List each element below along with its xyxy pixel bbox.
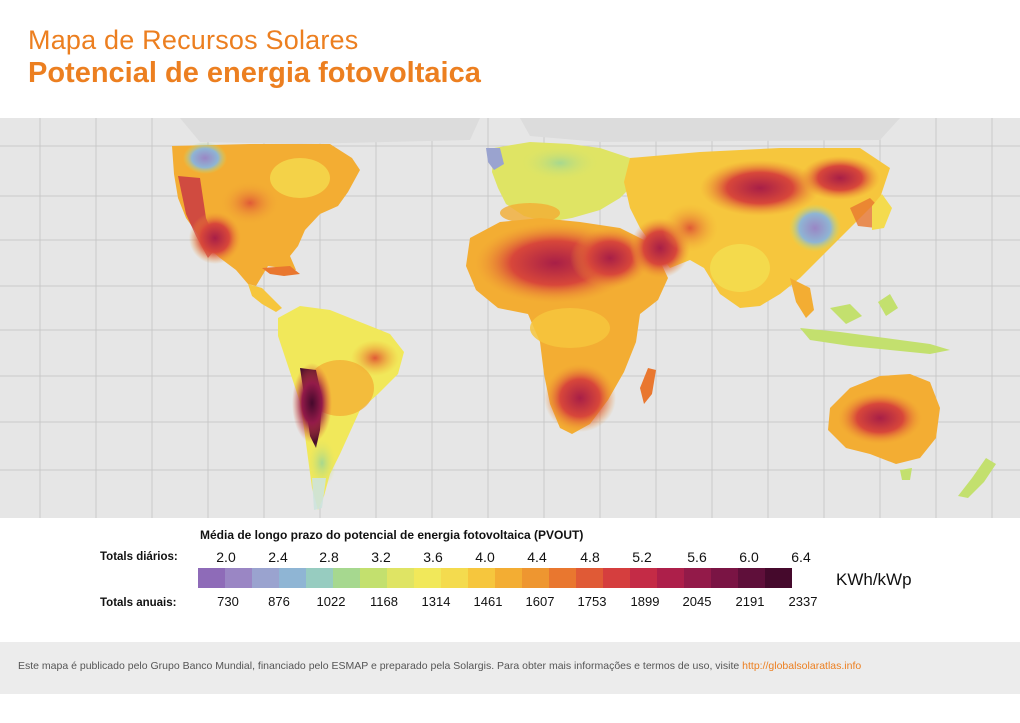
footer-note: Este mapa é publicado pelo Grupo Banco M… xyxy=(18,660,861,672)
annual-tick: 1022 xyxy=(316,594,346,609)
color-swatch-15 xyxy=(603,568,630,588)
australia xyxy=(828,374,940,480)
world-map[interactable] xyxy=(0,118,1020,518)
color-swatch-19 xyxy=(711,568,738,588)
color-swatch-7 xyxy=(387,568,414,588)
color-swatch-11 xyxy=(495,568,522,588)
annual-tick: 2045 xyxy=(682,594,712,609)
color-swatch-16 xyxy=(630,568,657,588)
annual-tick: 1314 xyxy=(421,594,451,609)
color-swatch-10 xyxy=(468,568,495,588)
annual-tick: 1753 xyxy=(577,594,607,609)
daily-tick: 2.4 xyxy=(268,549,288,565)
daily-tick: 2.0 xyxy=(216,549,236,565)
color-scale xyxy=(198,568,792,588)
daily-tick: 5.6 xyxy=(687,549,707,565)
title-block: Mapa de Recursos Solares Potencial de en… xyxy=(28,24,481,90)
unit-label: KWh/kWp xyxy=(836,570,912,589)
new-zealand xyxy=(958,458,996,498)
daily-tick: 2.8 xyxy=(319,549,339,565)
color-swatch-21 xyxy=(765,568,792,588)
south-america xyxy=(278,306,404,510)
annual-tick: 730 xyxy=(217,594,239,609)
daily-tick: 4.0 xyxy=(475,549,495,565)
annual-tick: 1899 xyxy=(630,594,660,609)
footer-text: Este mapa é publicado pelo Grupo Banco M… xyxy=(18,660,743,672)
annual-totals-label: Totals anuais: xyxy=(100,597,177,609)
arctic-area xyxy=(520,118,900,142)
map-title: Mapa de Recursos Solares xyxy=(28,25,359,55)
annual-tick: 1607 xyxy=(525,594,555,609)
japan xyxy=(872,194,892,230)
color-swatch-5 xyxy=(333,568,360,588)
greenland-area xyxy=(180,118,480,144)
color-swatch-17 xyxy=(657,568,684,588)
daily-tick: 6.4 xyxy=(791,549,811,565)
europe xyxy=(486,142,640,223)
color-swatch-4 xyxy=(306,568,333,588)
color-swatch-14 xyxy=(576,568,603,588)
color-swatch-20 xyxy=(738,568,765,588)
daily-tick: 4.8 xyxy=(580,549,600,565)
footer-link[interactable]: http://globalsolaratlas.info xyxy=(742,660,862,672)
daily-totals-label: Totals diários: xyxy=(100,551,178,563)
world-map-svg xyxy=(0,118,1020,518)
annual-tick: 2337 xyxy=(788,594,818,609)
color-swatch-12 xyxy=(522,568,549,588)
north-america xyxy=(172,142,360,312)
color-swatch-3 xyxy=(279,568,306,588)
daily-tick: 4.4 xyxy=(527,549,547,565)
color-swatch-13 xyxy=(549,568,576,588)
color-swatch-8 xyxy=(414,568,441,588)
footer: Este mapa é publicado pelo Grupo Banco M… xyxy=(0,642,1020,694)
color-swatch-0 xyxy=(198,568,225,588)
africa xyxy=(466,218,668,434)
legend-caption: Média de longo prazo do potencial de ene… xyxy=(200,528,584,542)
color-swatch-1 xyxy=(225,568,252,588)
annual-tick: 1461 xyxy=(473,594,503,609)
color-swatch-18 xyxy=(684,568,711,588)
color-swatch-2 xyxy=(252,568,279,588)
daily-tick: 3.6 xyxy=(423,549,443,565)
color-swatch-6 xyxy=(360,568,387,588)
daily-tick: 5.2 xyxy=(632,549,652,565)
color-swatch-9 xyxy=(441,568,468,588)
annual-tick: 1168 xyxy=(370,594,398,609)
daily-tick: 6.0 xyxy=(739,549,759,565)
map-subtitle: Potencial de energia fotovoltaica xyxy=(28,57,481,89)
annual-tick: 2191 xyxy=(735,594,765,609)
daily-tick: 3.2 xyxy=(371,549,391,565)
annual-tick: 876 xyxy=(268,594,290,609)
indonesia xyxy=(800,294,950,354)
asia xyxy=(624,148,890,318)
